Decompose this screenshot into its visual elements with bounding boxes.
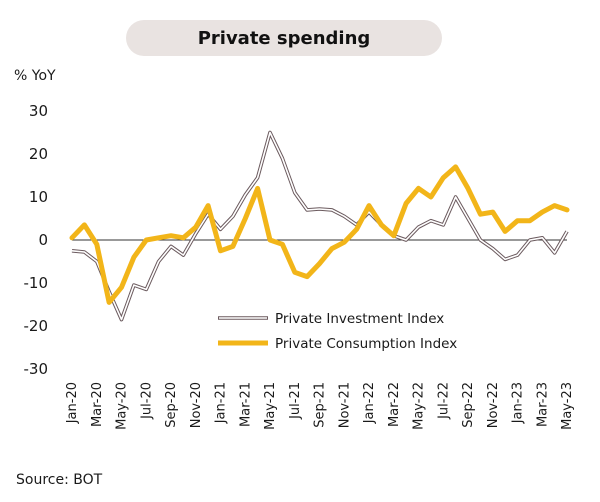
- x-tick-label: May-20: [115, 382, 130, 430]
- x-tick-label: Mar-21: [238, 382, 253, 427]
- private-investment-index-line-outer: [71, 130, 569, 322]
- y-tick-label: 20: [29, 145, 48, 163]
- y-tick-label: 10: [29, 188, 48, 206]
- x-tick-label: Mar-23: [535, 382, 550, 427]
- x-tick-label: Jul-21: [288, 382, 303, 420]
- y-tick-label: 0: [38, 231, 48, 249]
- x-tick-label: Jul-22: [436, 382, 451, 420]
- chart-title: Private spending: [126, 20, 442, 56]
- private-investment-index-legend-label: Private Investment Index: [275, 311, 444, 327]
- x-tick-label: May-21: [263, 382, 278, 430]
- x-tick-label: Jan-20: [65, 382, 80, 424]
- private-investment-index-line-inner: [71, 131, 568, 321]
- source-note: Source: BOT: [16, 472, 103, 488]
- y-axis-unit-label: % YoY: [14, 68, 56, 84]
- x-tick-label: Nov-22: [486, 382, 501, 428]
- x-tick-label: May-22: [412, 382, 427, 430]
- x-tick-label: Mar-22: [387, 382, 402, 427]
- x-tick-label: Jan-22: [362, 382, 377, 424]
- y-tick-label: -20: [24, 317, 49, 335]
- private-consumption-index-legend-label: Private Consumption Index: [275, 336, 457, 352]
- private-consumption-index-line: [69, 164, 570, 305]
- y-tick-label: 30: [29, 102, 48, 120]
- x-tick-label: Jan-23: [511, 382, 526, 424]
- x-tick-label: Mar-20: [90, 382, 105, 427]
- x-tick-label: Sep-20: [164, 382, 179, 428]
- y-tick-label: -10: [24, 274, 49, 292]
- x-tick-label: Jan-21: [214, 382, 229, 424]
- x-tick-label: May-23: [560, 382, 575, 430]
- chart-legend: Private Investment Index Private Consumpt…: [218, 311, 457, 352]
- y-tick-label: -30: [24, 360, 49, 378]
- x-tick-label: Sep-22: [461, 382, 476, 428]
- x-tick-label: Nov-20: [189, 382, 204, 428]
- x-tick-label: Sep-21: [313, 382, 328, 428]
- x-tick-label: Jul-20: [139, 382, 154, 420]
- x-tick-label: Nov-21: [337, 382, 352, 428]
